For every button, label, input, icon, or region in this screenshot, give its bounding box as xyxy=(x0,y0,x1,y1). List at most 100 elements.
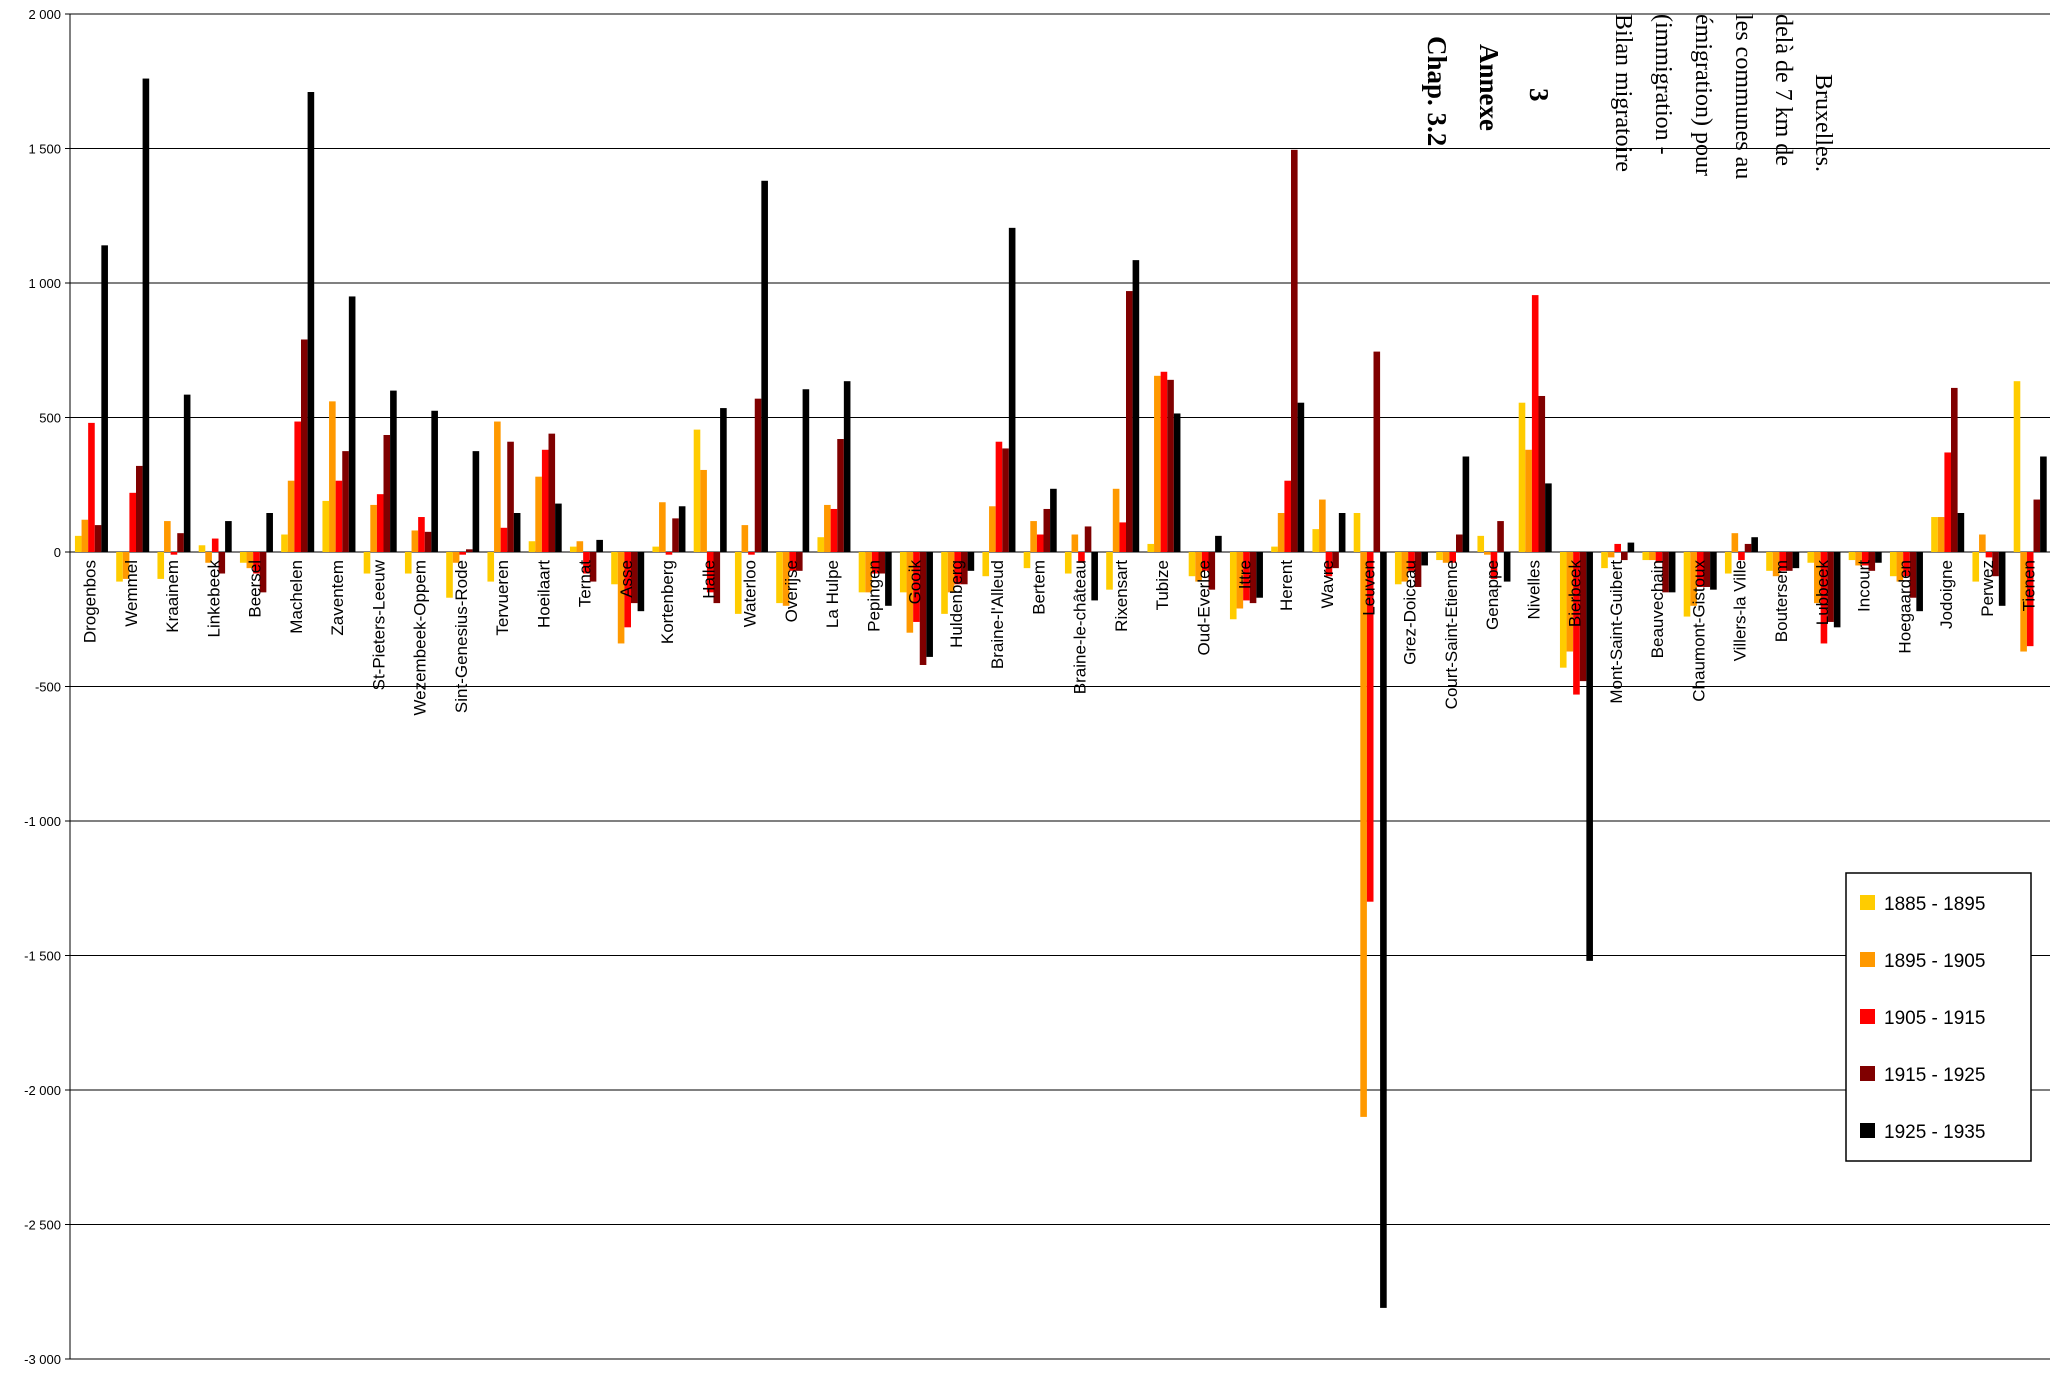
bar xyxy=(1779,552,1786,571)
y-tick-label: -1 500 xyxy=(24,949,61,964)
bar xyxy=(1271,546,1278,552)
bar xyxy=(919,552,927,665)
bar xyxy=(1380,552,1387,1308)
bar xyxy=(1662,552,1669,593)
bar xyxy=(177,533,184,552)
bar xyxy=(1023,552,1031,569)
bar xyxy=(1277,513,1285,552)
bar xyxy=(1621,552,1628,561)
category-label: Hoeilaart xyxy=(534,560,553,628)
category-label: Pepingen xyxy=(864,560,883,632)
bar xyxy=(383,434,391,552)
bar xyxy=(1992,552,1999,577)
bar xyxy=(1668,552,1676,593)
bar xyxy=(541,449,549,552)
bar xyxy=(1833,552,1841,628)
bar xyxy=(329,401,336,552)
bar xyxy=(1538,395,1546,552)
bar xyxy=(583,552,590,574)
category-label: Boutersem xyxy=(1772,560,1791,642)
category-label: Hoegaarden xyxy=(1896,560,1915,654)
bar xyxy=(1957,513,1965,552)
bar xyxy=(335,480,343,552)
bar xyxy=(472,451,480,553)
bar xyxy=(259,552,267,593)
bar xyxy=(129,492,136,552)
bar xyxy=(678,506,686,552)
subtitle-line: les communes au xyxy=(1730,14,1756,179)
bar xyxy=(1112,488,1120,552)
bar xyxy=(1462,456,1470,552)
bar xyxy=(2033,499,2041,552)
bar xyxy=(665,552,673,555)
category-label: Halle xyxy=(699,560,718,599)
legend-label: 1915 - 1925 xyxy=(1884,1065,1985,1086)
bar xyxy=(1751,537,1758,552)
bar xyxy=(1408,552,1415,571)
category-label: Chaumont-Gistoux xyxy=(1689,560,1708,702)
bar xyxy=(1312,529,1320,552)
bar xyxy=(1414,552,1422,587)
bar xyxy=(390,390,397,552)
bar xyxy=(1036,534,1044,552)
bar xyxy=(507,441,514,552)
bar xyxy=(1792,552,1800,569)
bar xyxy=(1360,552,1367,1117)
bar xyxy=(1091,552,1098,601)
bar xyxy=(1503,552,1511,582)
bar xyxy=(1436,552,1443,561)
y-tick-label: 0 xyxy=(54,545,61,560)
bar xyxy=(1084,526,1092,552)
category-label: Rixensart xyxy=(1112,560,1131,632)
bar xyxy=(1724,552,1732,574)
bar xyxy=(1861,552,1869,566)
bar xyxy=(1690,552,1697,606)
title-line: Annexe xyxy=(1474,44,1504,131)
bar xyxy=(1807,552,1815,563)
bar xyxy=(906,552,914,633)
category-label: Kraainem xyxy=(163,560,182,633)
y-tick-label: 500 xyxy=(39,411,61,426)
bar xyxy=(1649,552,1656,561)
bar xyxy=(941,552,948,614)
bar xyxy=(761,180,768,552)
category-label: Leuven xyxy=(1359,560,1378,616)
bar xyxy=(843,381,851,552)
category-label: Overijse xyxy=(782,560,801,622)
bar xyxy=(754,398,762,552)
y-tick-label: 1 500 xyxy=(28,142,61,157)
y-tick-label: -500 xyxy=(35,680,61,695)
category-label: Ternat xyxy=(576,560,595,608)
bar xyxy=(569,546,577,552)
category-label: Drogenbos xyxy=(81,560,100,643)
bar xyxy=(2013,381,2021,552)
bar xyxy=(954,552,961,585)
bar xyxy=(858,552,866,593)
category-label: Braine-le-château xyxy=(1071,560,1090,694)
bar xyxy=(926,552,933,657)
bar xyxy=(1208,552,1216,590)
bar xyxy=(342,451,349,553)
bar xyxy=(1896,552,1904,582)
bar xyxy=(865,552,872,593)
bar xyxy=(205,552,212,563)
legend-box xyxy=(1845,872,2032,1162)
bar xyxy=(802,389,810,552)
bar xyxy=(1972,552,1980,582)
category-label: Jodoigne xyxy=(1937,560,1956,629)
category-label: Tienen xyxy=(2019,560,2038,611)
bar xyxy=(782,552,790,606)
bar xyxy=(225,521,232,552)
bar xyxy=(1236,552,1244,609)
bar xyxy=(307,92,315,552)
category-label: St-Pieters-Leeuw xyxy=(369,559,388,690)
bar xyxy=(1490,552,1498,579)
bar xyxy=(363,552,371,574)
category-label: Braine-l'Alleud xyxy=(988,560,1007,669)
bar xyxy=(637,552,645,612)
bar xyxy=(1284,480,1291,552)
bar xyxy=(1814,552,1821,604)
bar xyxy=(1497,521,1504,552)
bar xyxy=(624,552,631,628)
y-tick-label: -3 000 xyxy=(24,1352,61,1367)
